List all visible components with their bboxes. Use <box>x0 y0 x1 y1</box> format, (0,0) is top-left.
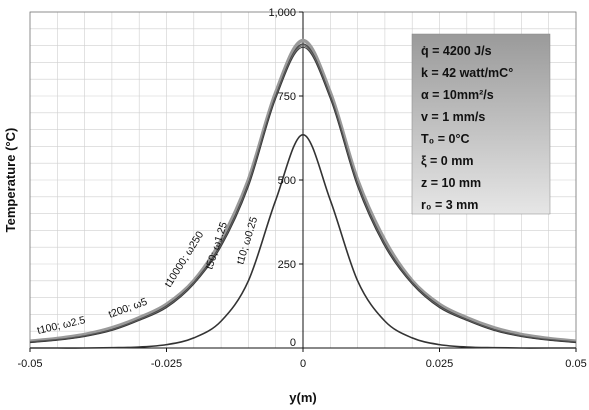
legend-entry: T₀ = 0°C <box>421 132 470 146</box>
y-tick-label: 0 <box>290 337 296 349</box>
series-line <box>29 43 577 343</box>
x-tick-label: -0.025 <box>151 358 182 370</box>
y-tick-label: 250 <box>278 259 296 271</box>
y-axis-label: Temperature (°C) <box>3 128 18 233</box>
tick-labels: 0 250 500 750 1,000 -0.05 -0.025 0 0.025 0.05 <box>17 7 586 370</box>
x-tick-label: 0.05 <box>565 358 586 370</box>
y-tick-label: 750 <box>278 91 296 103</box>
legend-entry: z = 10 mm <box>421 176 481 190</box>
series-line <box>30 133 576 349</box>
x-tick-label: -0.05 <box>17 358 42 370</box>
series-line <box>29 38 577 344</box>
y-tick-label: 1,000 <box>268 7 296 19</box>
series-line <box>29 46 577 344</box>
x-tick-label: 0.025 <box>426 358 454 370</box>
series-group <box>29 38 577 349</box>
x-tick-label: 0 <box>300 358 306 370</box>
legend-entry: r₀ = 3 mm <box>421 198 478 212</box>
legend-entry: ξ = 0 mm <box>421 154 473 168</box>
y-tick-label: 500 <box>278 175 296 187</box>
legend-box <box>411 33 551 215</box>
x-axis-label: y(m) <box>289 390 316 405</box>
legend-entry: k = 42 watt/mC° <box>421 66 513 80</box>
parameter-legend: q̇ = 4200 J/s k = 42 watt/mC° α = 10mm²/s v… <box>411 33 551 215</box>
legend-entry: v = 1 mm/s <box>421 110 485 124</box>
legend-entry: q̇ = 4200 J/s <box>421 44 492 58</box>
legend-entry: α = 10mm²/s <box>421 88 494 102</box>
